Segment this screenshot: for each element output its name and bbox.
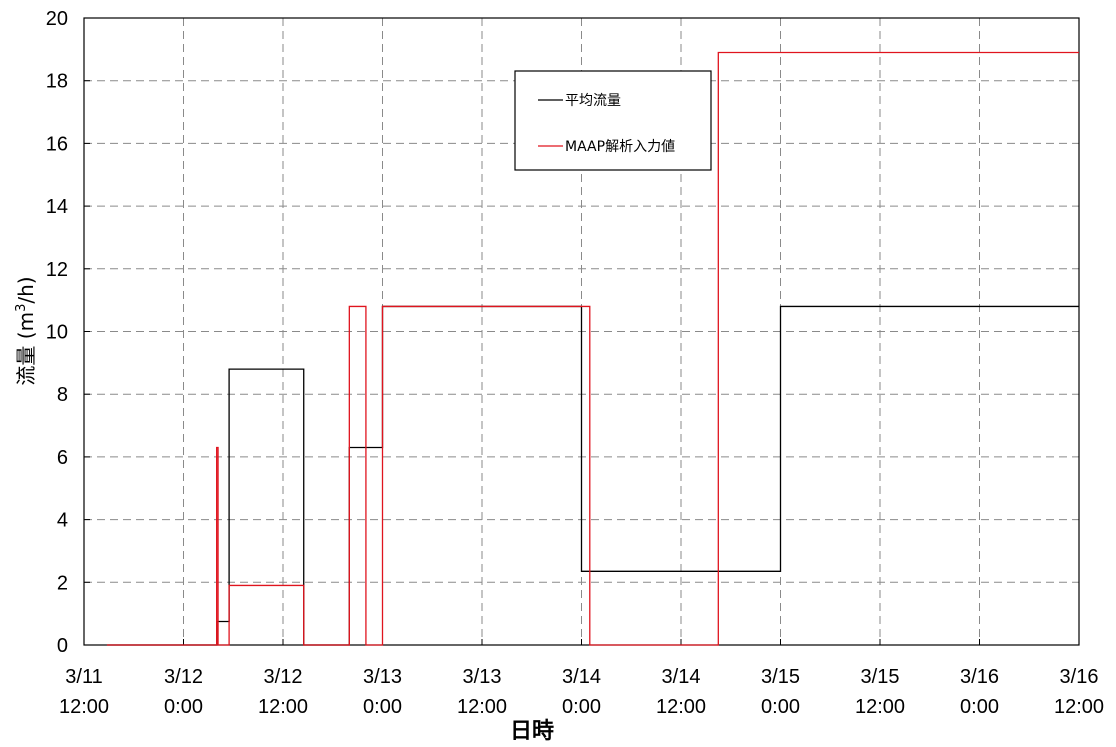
series-line-0 bbox=[106, 305, 1079, 646]
series-layer bbox=[106, 51, 1079, 646]
legend-box bbox=[514, 70, 712, 171]
legend-label-average-flow: 平均流量 bbox=[565, 93, 621, 109]
y-tick-label: 0 bbox=[57, 635, 68, 657]
y-tick-label: 4 bbox=[57, 510, 68, 532]
y-tick-label: 12 bbox=[46, 259, 68, 281]
x-tick-label: 3/11 12:00 bbox=[59, 666, 109, 718]
x-tick-label: 3/15 0:00 bbox=[761, 666, 800, 718]
x-tick-label: 3/16 0:00 bbox=[960, 666, 999, 718]
legend-label-maap-input: MAAP解析入力値 bbox=[565, 139, 675, 155]
y-tick-label: 2 bbox=[57, 572, 68, 594]
x-axis-ticks: 3/11 12:00 3/12 0:00 3/12 12:00 3/13 0:00 3/13 12… bbox=[59, 639, 1104, 718]
y-tick-label: 10 bbox=[46, 322, 68, 344]
x-axis-title: 日時 bbox=[510, 719, 554, 744]
legend: 平均流量 MAAP解析入力値 bbox=[514, 70, 712, 171]
x-tick-label: 3/15 12:00 bbox=[855, 666, 905, 718]
y-tick-label: 18 bbox=[46, 71, 68, 93]
y-tick-label: 14 bbox=[46, 196, 68, 218]
x-tick-label: 3/14 12:00 bbox=[656, 666, 706, 718]
x-tick-label: 3/14 0:00 bbox=[562, 666, 601, 718]
x-tick-label: 3/12 0:00 bbox=[164, 666, 203, 718]
y-tick-label: 6 bbox=[57, 447, 68, 469]
y-tick-label: 16 bbox=[46, 133, 68, 155]
y-axis-title: 流量 (m3/h) bbox=[14, 276, 38, 385]
x-tick-label: 3/13 12:00 bbox=[457, 666, 507, 718]
y-axis-ticks: 0 2 4 6 8 10 12 14 16 18 20 bbox=[46, 8, 90, 657]
x-tick-label: 3/12 12:00 bbox=[258, 666, 308, 718]
series-line-1 bbox=[106, 51, 1079, 646]
x-tick-label: 3/16 12:00 bbox=[1054, 666, 1104, 718]
y-tick-label: 8 bbox=[57, 384, 68, 406]
y-tick-label: 20 bbox=[46, 8, 68, 30]
x-tick-label: 3/13 0:00 bbox=[363, 666, 402, 718]
